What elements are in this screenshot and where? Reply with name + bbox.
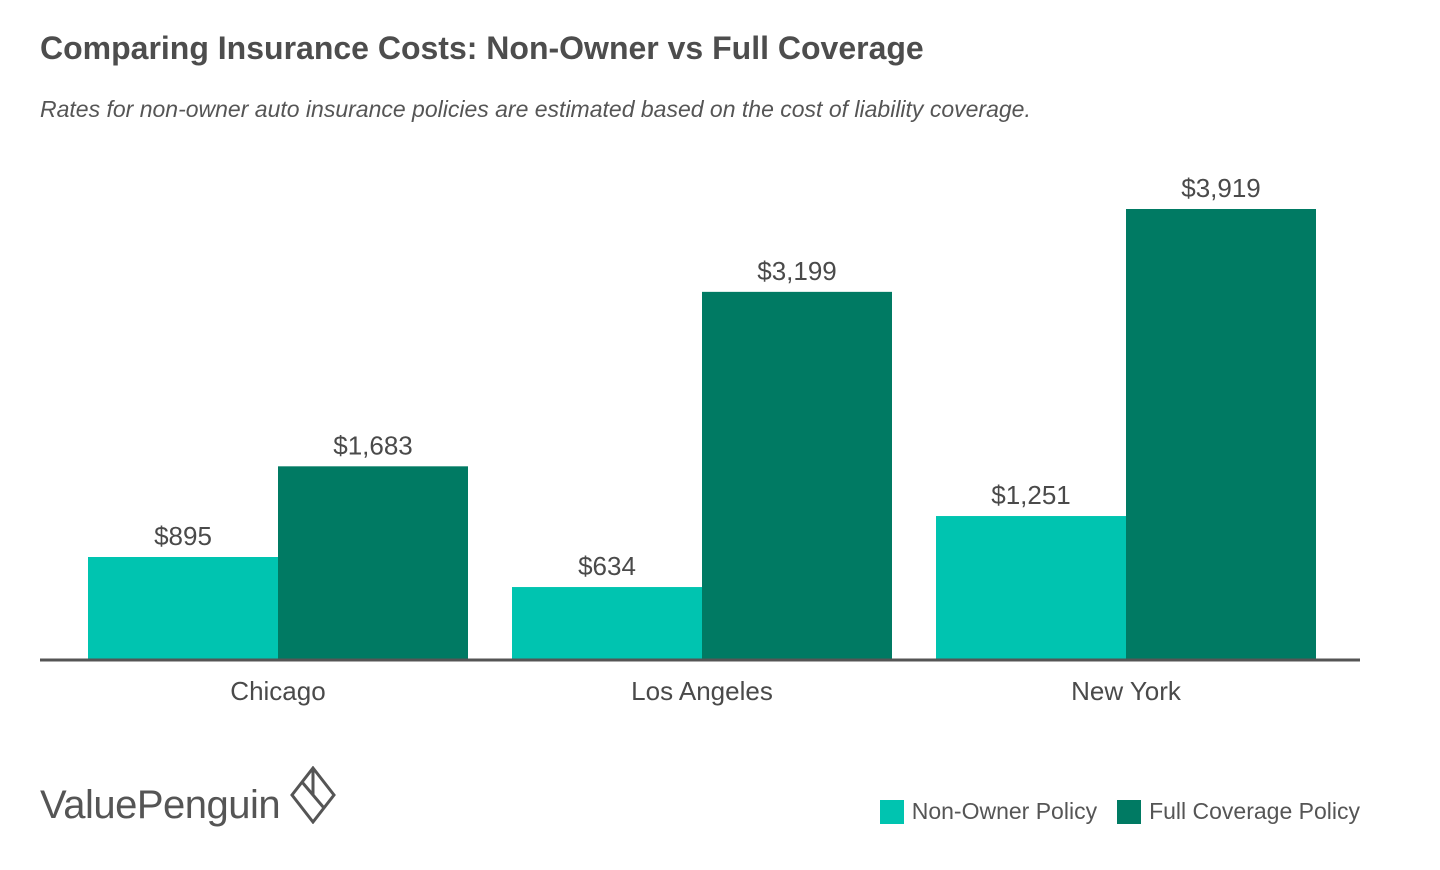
legend-item-full-coverage: Full Coverage Policy bbox=[1117, 798, 1360, 825]
legend-label-non-owner: Non-Owner Policy bbox=[911, 798, 1098, 824]
legend-swatch-non-owner bbox=[879, 799, 904, 824]
brand: ValuePenguin bbox=[40, 765, 337, 829]
x-tick-label-los-angeles: Los Angeles bbox=[631, 676, 773, 706]
bar-chicago-non-owner-policy bbox=[88, 557, 278, 660]
bar-new-york-non-owner-policy bbox=[936, 516, 1126, 660]
bar-chicago-full-coverage-policy bbox=[278, 466, 468, 660]
legend: Non-Owner Policy Full Coverage Policy bbox=[860, 798, 1360, 825]
legend-swatch-full-coverage bbox=[1117, 799, 1142, 824]
chart-title: Comparing Insurance Costs: Non-Owner vs … bbox=[40, 30, 924, 66]
x-tick-label-new-york: New York bbox=[1071, 676, 1182, 706]
diamond-logo-icon bbox=[290, 765, 337, 829]
bar-los-angeles-full-coverage-policy bbox=[702, 291, 892, 660]
data-label-new-york-non-owner-policy: $1,251 bbox=[991, 480, 1071, 510]
data-label-los-angeles-full-coverage-policy: $3,199 bbox=[757, 256, 837, 286]
legend-item-non-owner: Non-Owner Policy bbox=[879, 798, 1098, 825]
data-label-new-york-full-coverage-policy: $3,919 bbox=[1181, 173, 1261, 203]
legend-label-full-coverage: Full Coverage Policy bbox=[1149, 798, 1360, 824]
x-tick-label-chicago: Chicago bbox=[230, 676, 325, 706]
bar-new-york-full-coverage-policy bbox=[1126, 209, 1316, 660]
bar-chart: $895 $1,683 Chicago $634 $3,199 Los Angeles $1… bbox=[40, 173, 1360, 706]
brand-name: ValuePenguin bbox=[40, 783, 281, 827]
chart-subtitle: Rates for non-owner auto insurance polic… bbox=[40, 96, 1031, 122]
data-label-chicago-full-coverage-policy: $1,683 bbox=[333, 430, 413, 460]
data-label-chicago-non-owner-policy: $895 bbox=[154, 521, 212, 551]
bar-los-angeles-non-owner-policy bbox=[512, 587, 702, 660]
data-label-los-angeles-non-owner-policy: $634 bbox=[578, 551, 636, 581]
